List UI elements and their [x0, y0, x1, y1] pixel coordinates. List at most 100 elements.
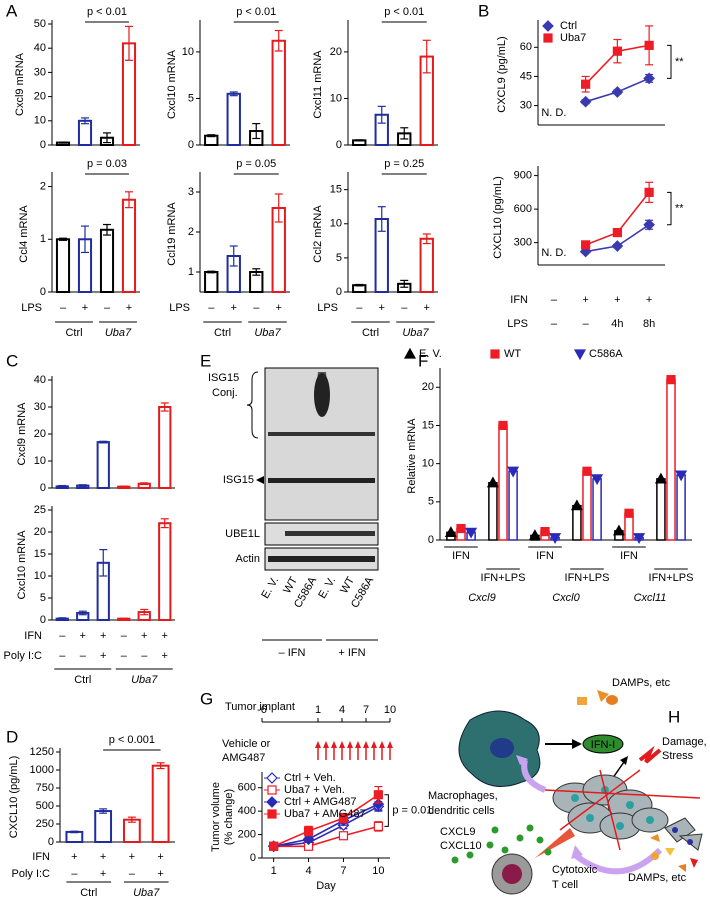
row-value: –: [80, 650, 87, 662]
treatment-arrow-head: [379, 741, 385, 748]
blot-label: ISG15: [208, 372, 239, 384]
marker: [633, 533, 646, 544]
diagram-label: CXCL10: [440, 840, 482, 852]
y-tick-label: 1: [188, 266, 194, 278]
row-value: –: [59, 630, 66, 642]
legend-label: Ctrl: [560, 20, 577, 32]
marker: [643, 72, 655, 85]
y-tick-label: 10: [330, 218, 342, 230]
marker: [540, 526, 550, 537]
legend-label: WT: [504, 348, 521, 360]
row-value: –: [583, 318, 590, 330]
annotation: p = 0.25: [384, 158, 424, 170]
marker: [456, 523, 466, 534]
marker: [266, 796, 278, 808]
y-axis-label: Ccl4 mRNA: [18, 205, 30, 263]
row-label: LPS: [169, 302, 190, 314]
row-value: –: [71, 868, 78, 880]
condition-label: IFN: [452, 550, 470, 562]
row-value: +: [582, 294, 588, 306]
row-value: +: [100, 650, 106, 662]
y-tick-label: 0: [40, 482, 46, 494]
row-value: 4h: [611, 318, 623, 330]
row-value: 8h: [643, 318, 655, 330]
marker: [373, 790, 383, 800]
treatment-arrow-head: [347, 741, 353, 748]
row-label: Poly I:C: [11, 868, 50, 880]
y-tick-label: 50: [34, 18, 46, 30]
diagram-label: Damage,: [662, 736, 707, 748]
y-tick-label: 5: [188, 92, 194, 104]
y-tick-label: 600: [238, 782, 256, 794]
lane-label: WT: [281, 575, 300, 596]
panel-letter: B: [478, 1, 489, 20]
y-tick-label: 3: [188, 186, 194, 198]
row-value: +: [231, 302, 237, 314]
group-label: Uba7: [133, 887, 160, 899]
timeline-tick-label: 4: [339, 704, 345, 716]
bar: [94, 810, 113, 843]
y-tick-label: 200: [238, 828, 256, 840]
marker: [528, 529, 541, 541]
timeline-treatment: AMG487: [222, 752, 265, 764]
row-value: +: [157, 868, 163, 880]
marker: [570, 499, 583, 511]
gene-label: Cxcl0: [552, 592, 580, 604]
y-tick-label: 20: [330, 46, 342, 58]
y-tick-label: 0: [428, 534, 434, 546]
y-tick-label: 750: [36, 782, 54, 794]
row-value: –: [551, 318, 558, 330]
bar: [488, 481, 498, 541]
timeline-treatment: Vehicle or: [222, 738, 271, 750]
marker: [644, 40, 654, 50]
annotation: **: [675, 56, 684, 68]
bar: [419, 237, 434, 294]
row-value: –: [401, 302, 408, 314]
timeline-tick-label: 10: [384, 704, 396, 716]
row-value: –: [121, 650, 128, 662]
row-value: +: [126, 302, 132, 314]
annotation: N. D.: [541, 107, 566, 119]
bar: [158, 522, 172, 622]
marker: [675, 470, 688, 482]
bar: [226, 92, 241, 146]
bar: [666, 378, 676, 541]
panel-letter: D: [6, 727, 18, 746]
treatment-arrow-head: [315, 741, 321, 748]
row-value: –: [208, 302, 215, 314]
marker: [507, 466, 520, 478]
marker: [611, 240, 624, 252]
treatment-arrow-head: [331, 741, 337, 748]
row-value: –: [551, 294, 558, 306]
y-tick-label: 10: [34, 570, 46, 582]
condition-label: IFN+LPS: [649, 572, 694, 584]
bar: [572, 504, 582, 541]
row-value: –: [356, 302, 363, 314]
y-axis-label: Ccl2 mRNA: [312, 205, 324, 263]
blot-label: UBE1L: [225, 528, 260, 540]
blot-label: Actin: [236, 553, 260, 565]
y-axis-label: CXCL9 (pg/mL): [496, 36, 508, 112]
y-tick-label: 20: [422, 381, 434, 393]
timeline-title: Tumor implant: [225, 701, 295, 713]
bar: [121, 198, 137, 294]
y-axis-label: Cxcl9 mRNA: [16, 402, 28, 466]
marker: [490, 349, 500, 359]
diagram-label: Stress: [662, 750, 694, 762]
y-tick-label: 15: [330, 184, 342, 196]
timeline-tick-label: 7: [363, 704, 369, 716]
bar: [676, 474, 686, 541]
panel-letter: G: [200, 689, 213, 708]
diagram-label: Cytotoxic: [552, 864, 598, 876]
row-value: –: [141, 650, 148, 662]
marker: [612, 46, 622, 56]
y-axis-label: Ccl19 mRNA: [166, 202, 178, 266]
row-value: +: [162, 630, 168, 642]
diagram-label: Macrophages,: [428, 790, 498, 802]
bar: [592, 478, 602, 541]
row-value: +: [157, 851, 163, 863]
group-label: Ctrl: [362, 327, 379, 339]
marker: [582, 466, 592, 476]
panel-letter: C: [6, 351, 18, 370]
y-tick-label: 10: [182, 46, 194, 58]
